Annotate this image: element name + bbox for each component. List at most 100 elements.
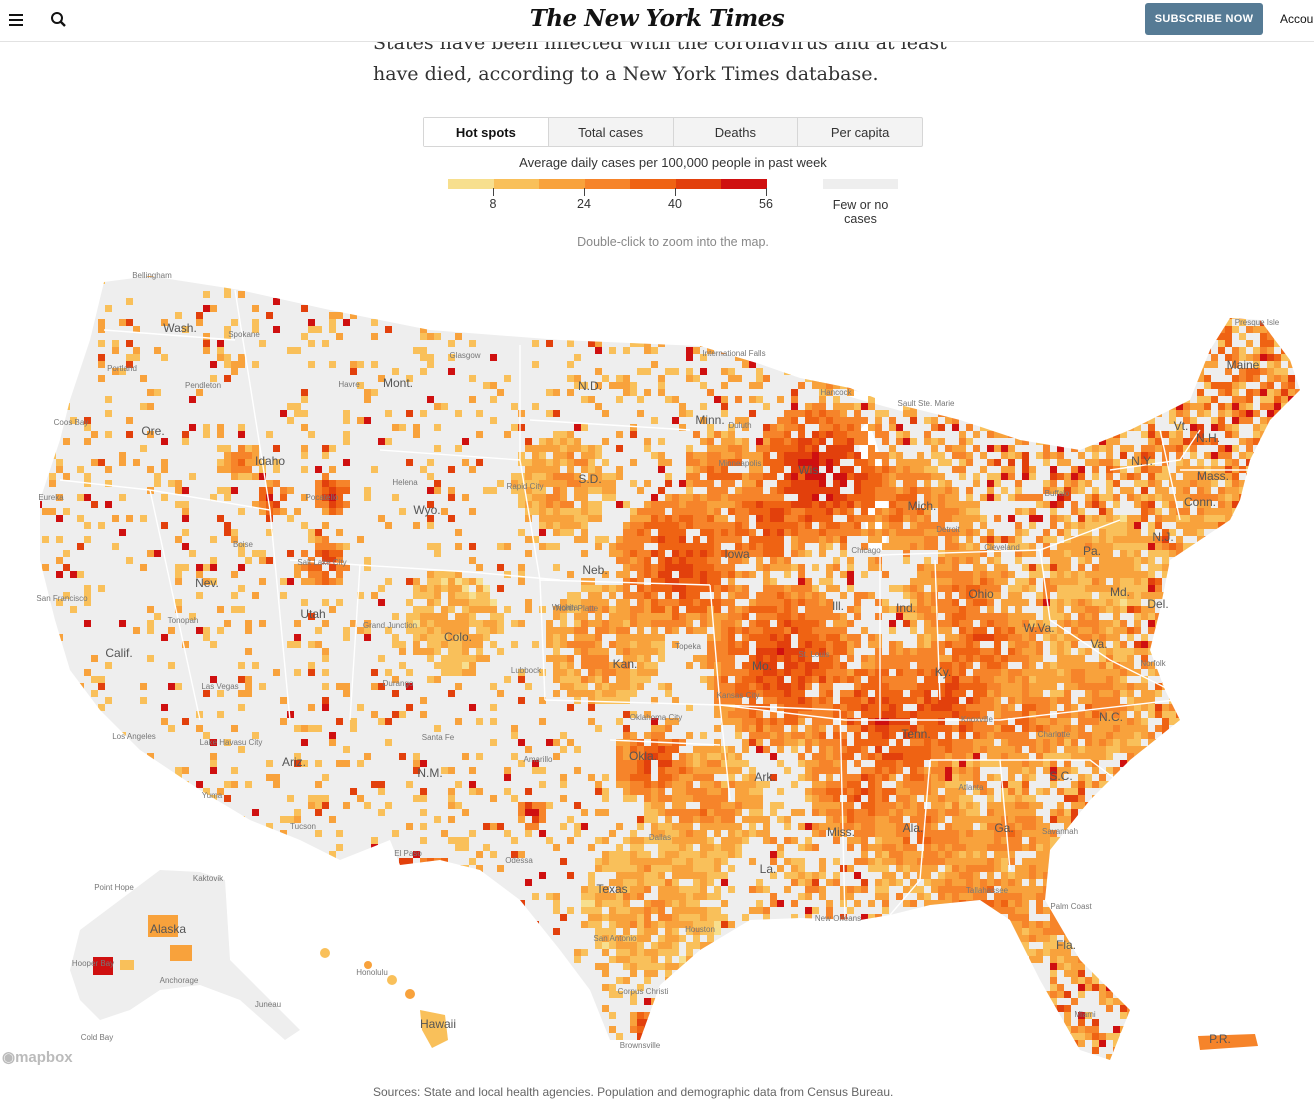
county-cell <box>1057 459 1064 466</box>
county-cell <box>966 382 973 389</box>
county-cell <box>924 326 931 333</box>
county-cell <box>322 494 329 501</box>
county-cell <box>994 445 1001 452</box>
county-cell <box>1127 571 1134 578</box>
county-cell <box>658 606 665 613</box>
county-cell <box>1050 347 1057 354</box>
county-cell <box>1211 361 1218 368</box>
county-cell <box>721 599 728 606</box>
county-cell <box>1211 543 1218 550</box>
county-cell <box>1176 662 1183 669</box>
county-cell <box>245 627 252 634</box>
county-cell <box>546 445 553 452</box>
county-cell <box>798 473 805 480</box>
county-cell <box>455 627 462 634</box>
county-cell <box>658 459 665 466</box>
tab-total-cases[interactable]: Total cases <box>547 118 673 146</box>
county-cell <box>952 319 959 326</box>
county-cell <box>1127 634 1134 641</box>
tab-deaths[interactable]: Deaths <box>672 118 798 146</box>
county-cell <box>896 543 903 550</box>
county-cell <box>672 564 679 571</box>
county-cell <box>728 508 735 515</box>
county-cell <box>1225 452 1232 459</box>
county-cell <box>966 424 973 431</box>
county-cell <box>1106 536 1113 543</box>
county-cell <box>336 333 343 340</box>
county-cell <box>973 627 980 634</box>
masthead-logo[interactable]: The New York Times <box>529 5 785 32</box>
county-cell <box>693 508 700 515</box>
county-cell <box>1099 655 1106 662</box>
county-cell <box>882 319 889 326</box>
county-cell <box>833 291 840 298</box>
county-cell <box>336 487 343 494</box>
county-cell <box>1120 578 1127 585</box>
county-cell <box>1190 473 1197 480</box>
county-cell <box>805 410 812 417</box>
tab-per-capita[interactable]: Per capita <box>797 118 922 146</box>
county-cell <box>826 662 833 669</box>
county-cell <box>1001 431 1008 438</box>
county-cell <box>728 641 735 648</box>
search-icon[interactable] <box>47 8 71 32</box>
county-cell <box>987 333 994 340</box>
county-cell <box>1281 431 1288 438</box>
county-cell <box>959 473 966 480</box>
county-cell <box>294 410 301 417</box>
county-cell <box>1008 305 1015 312</box>
county-cell <box>819 361 826 368</box>
county-cell <box>1064 571 1071 578</box>
county-cell <box>1092 536 1099 543</box>
county-cell <box>1295 606 1300 613</box>
county-cell <box>1155 487 1162 494</box>
tab-hot-spots[interactable]: Hot spots <box>424 118 548 146</box>
us-hotspot-map[interactable]: Wash.Ore.IdahoMont.Wyo.Nev.Calif.UtahCol… <box>0 255 1314 1075</box>
county-cell <box>763 627 770 634</box>
county-cell <box>462 438 469 445</box>
county-cell <box>819 480 826 487</box>
county-cell <box>581 522 588 529</box>
county-cell <box>714 571 721 578</box>
county-cell <box>707 501 714 508</box>
county-cell <box>1057 634 1064 641</box>
county-cell <box>1113 662 1120 669</box>
subscribe-button[interactable]: SUBSCRIBE NOW <box>1145 3 1263 35</box>
county-cell <box>238 424 245 431</box>
county-cell <box>1050 557 1057 564</box>
county-cell <box>875 354 882 361</box>
county-cell <box>826 277 833 284</box>
county-cell <box>1309 466 1314 473</box>
county-cell <box>1155 515 1162 522</box>
county-cell <box>721 276 728 277</box>
account-link[interactable]: Account <box>1280 12 1314 26</box>
county-cell <box>1162 536 1169 543</box>
county-cell <box>1232 354 1239 361</box>
county-cell <box>679 599 686 606</box>
county-cell <box>1064 305 1071 312</box>
county-cell <box>1127 305 1134 312</box>
county-cell <box>175 606 182 613</box>
county-cell <box>1274 277 1281 284</box>
county-cell <box>1071 522 1078 529</box>
county-cell <box>1099 522 1106 529</box>
county-cell <box>1092 578 1099 585</box>
county-cell <box>1309 326 1314 333</box>
county-cell <box>448 571 455 578</box>
county-cell <box>1253 669 1260 676</box>
county-cell <box>777 494 784 501</box>
county-cell <box>462 305 469 312</box>
county-cell <box>959 431 966 438</box>
county-cell <box>1281 424 1288 431</box>
county-cell <box>770 627 777 634</box>
county-cell <box>1127 361 1134 368</box>
county-cell <box>987 634 994 641</box>
county-cell <box>721 396 728 403</box>
county-cell <box>1092 522 1099 529</box>
county-cell <box>42 354 49 361</box>
county-cell <box>1197 438 1204 445</box>
county-cell <box>679 536 686 543</box>
county-cell <box>364 487 371 494</box>
county-cell <box>889 641 896 648</box>
menu-icon[interactable] <box>5 8 29 32</box>
